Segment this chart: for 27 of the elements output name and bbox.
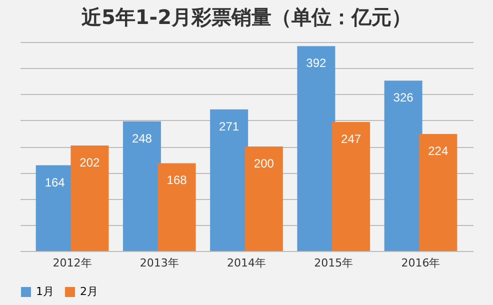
bar bbox=[158, 163, 196, 251]
x-tick-label: 2016年 bbox=[401, 256, 440, 270]
legend-label: 2月 bbox=[80, 285, 98, 298]
bar bbox=[70, 145, 109, 251]
data-label: 326 bbox=[393, 90, 414, 105]
legend-label: 1月 bbox=[36, 285, 54, 298]
data-label: 248 bbox=[132, 131, 152, 146]
data-label: 271 bbox=[219, 119, 240, 134]
bar bbox=[210, 109, 248, 251]
data-label: 202 bbox=[80, 155, 100, 170]
bar bbox=[332, 122, 370, 251]
bar bbox=[384, 80, 422, 251]
x-tick-label: 2013年 bbox=[140, 256, 179, 270]
data-label: 224 bbox=[428, 144, 448, 158]
data-label: 164 bbox=[44, 175, 66, 190]
x-tick-label: 2014年 bbox=[227, 256, 266, 270]
bar bbox=[122, 121, 161, 251]
bar bbox=[244, 146, 283, 251]
data-label: 200 bbox=[254, 156, 274, 170]
x-tick-label: 2012年 bbox=[52, 256, 92, 270]
bar bbox=[419, 134, 458, 251]
data-label: 168 bbox=[166, 173, 188, 188]
bar bbox=[297, 46, 336, 251]
chart-title: 近5年1-2月彩票销量（单位：亿元） bbox=[80, 5, 412, 29]
data-label: 392 bbox=[306, 56, 327, 70]
x-tick-label: 2015年 bbox=[314, 256, 354, 270]
data-label: 247 bbox=[341, 132, 362, 146]
